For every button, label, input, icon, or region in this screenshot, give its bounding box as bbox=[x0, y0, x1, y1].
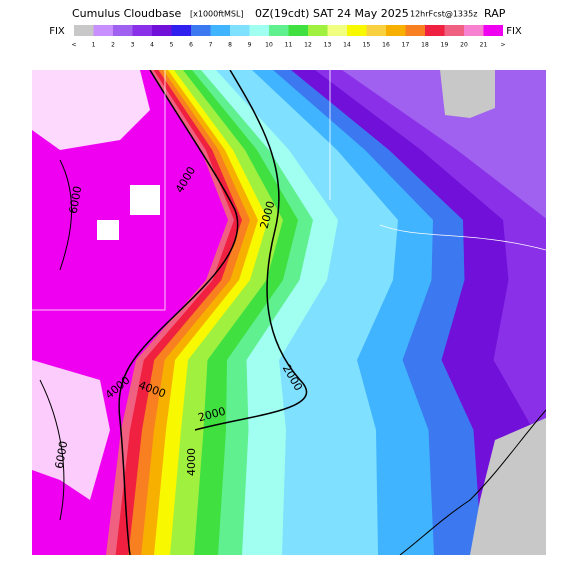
fill-band bbox=[315, 70, 546, 555]
state-border bbox=[32, 70, 546, 311]
colorbar-label: 21 bbox=[480, 42, 488, 49]
fix-left: FIX bbox=[49, 26, 65, 37]
colorbar-swatch bbox=[444, 25, 464, 36]
colorbar-label: 19 bbox=[441, 42, 449, 49]
units: [x1000ftMSL] bbox=[190, 10, 244, 19]
colorbar-swatch bbox=[347, 25, 367, 36]
colorbar-label: < bbox=[71, 42, 76, 49]
colorbar-label: 7 bbox=[209, 42, 213, 49]
colorbar-swatch bbox=[191, 25, 211, 36]
colorbar-label: 5 bbox=[170, 42, 174, 49]
colorbar-label: 4 bbox=[150, 42, 154, 49]
contour-label: 6000 bbox=[67, 185, 85, 215]
fix-right: FIX bbox=[506, 26, 522, 37]
contour bbox=[39, 159, 72, 521]
colorbar-swatch bbox=[171, 25, 191, 36]
colorbar-label: 15 bbox=[363, 42, 371, 49]
no-data bbox=[130, 185, 160, 215]
colorbar-label: 1 bbox=[92, 42, 96, 49]
colorbar-swatch bbox=[74, 25, 94, 36]
no-data bbox=[32, 70, 150, 150]
valid-time: 0Z(19cdt) SAT 24 May 2025 bbox=[255, 7, 409, 20]
colorbar-label: 10 bbox=[265, 42, 273, 49]
colorbar-swatch bbox=[93, 25, 113, 36]
colorbar-label: 3 bbox=[131, 42, 135, 49]
colorbar-label: 6 bbox=[189, 42, 193, 49]
colorbar-label: 9 bbox=[248, 42, 252, 49]
colorbar-swatch bbox=[152, 25, 172, 36]
colorbar-label: 8 bbox=[228, 42, 232, 49]
colorbar-label: 20 bbox=[460, 42, 468, 49]
colorbar: <1 2 3 4 5 6 7 8 9 10 11 12 13 14 15 16 17 18 19 20 21 > bbox=[71, 25, 506, 49]
colorbar-swatch bbox=[464, 25, 484, 36]
colorbar-swatch bbox=[308, 25, 328, 36]
colorbar-label: 18 bbox=[421, 42, 429, 49]
colorbar-label: 2 bbox=[111, 42, 115, 49]
forecast: 12hrFcst@1335z bbox=[410, 10, 477, 19]
colorbar-swatch bbox=[327, 25, 347, 36]
colorbar-label: 13 bbox=[324, 42, 332, 49]
coastline bbox=[399, 409, 546, 555]
overlays bbox=[32, 70, 546, 555]
no-data bbox=[97, 220, 119, 240]
model: RAP bbox=[484, 7, 506, 20]
contour-label: 6000 bbox=[53, 440, 71, 470]
colorbar-swatch bbox=[366, 25, 386, 36]
contour bbox=[194, 70, 308, 431]
colorbar-swatch bbox=[269, 25, 289, 36]
colorbar-swatch bbox=[386, 25, 406, 36]
colorbar-swatch bbox=[132, 25, 152, 36]
colorbar-swatch bbox=[405, 25, 425, 36]
title: Cumulus Cloudbase bbox=[72, 7, 181, 20]
colorbar-label: 17 bbox=[402, 42, 410, 49]
colorbar-label: 12 bbox=[304, 42, 312, 49]
title-bar: Cumulus Cloudbase [x1000ftMSL] 0Z(19cdt)… bbox=[72, 7, 506, 20]
no-data bbox=[440, 70, 495, 118]
colorbar-swatch bbox=[210, 25, 230, 36]
contour bbox=[118, 70, 239, 555]
colorbar-swatch bbox=[425, 25, 445, 36]
colorbar-label: 16 bbox=[382, 42, 390, 49]
no-data bbox=[470, 418, 546, 555]
colorbar-swatch bbox=[113, 25, 133, 36]
colorbar-swatch bbox=[249, 25, 269, 36]
contour-label: 4000 bbox=[185, 448, 198, 476]
colorbar-label: 14 bbox=[343, 42, 351, 49]
colorbar-swatch bbox=[288, 25, 308, 36]
colorbar-swatch bbox=[230, 25, 250, 36]
color-fill bbox=[32, 70, 546, 555]
colorbar-label: 11 bbox=[285, 42, 293, 49]
colorbar-label: > bbox=[500, 42, 505, 49]
colorbar-swatch bbox=[483, 25, 503, 36]
no-data bbox=[32, 360, 110, 500]
